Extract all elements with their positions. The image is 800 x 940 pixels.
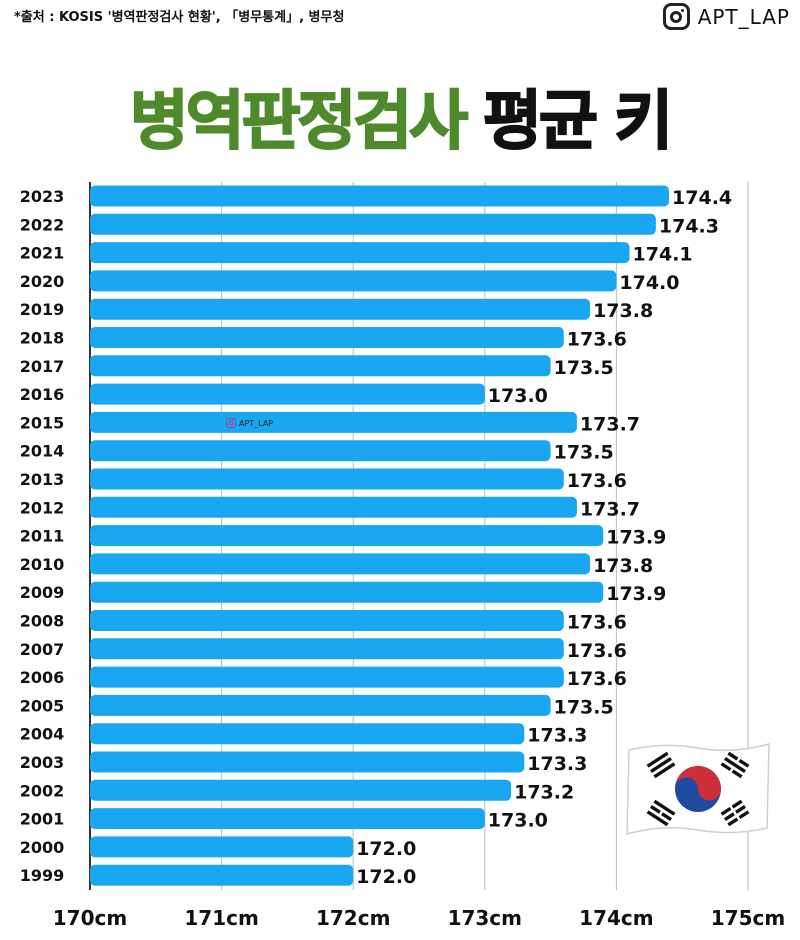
bar (90, 864, 354, 886)
year-label: 2001 (20, 810, 65, 829)
value-label: 173.5 (554, 696, 614, 718)
value-label: 173.5 (554, 442, 614, 464)
bar (90, 185, 670, 207)
year-label: 2012 (20, 498, 65, 517)
year-label: 2021 (20, 244, 65, 263)
year-label: 2016 (20, 385, 65, 404)
value-label: 173.7 (580, 413, 640, 435)
brand-name: APT_LAP (697, 4, 790, 29)
title-green-part: 병역판정검사 (129, 84, 469, 160)
bars (90, 185, 670, 886)
year-label: 1999 (20, 866, 65, 885)
year-label: 2004 (20, 725, 65, 744)
year-label: 2022 (20, 215, 65, 234)
year-label: 2010 (20, 555, 65, 574)
x-tick-label: 170cm (53, 906, 127, 930)
bar (90, 213, 656, 235)
bar (90, 468, 564, 490)
year-label: 2019 (20, 300, 65, 319)
bar (90, 440, 551, 462)
value-label: 173.3 (527, 753, 587, 775)
x-axis-ticks: 170cm 171cm 172cm 173cm 174cm 175cm (53, 906, 785, 930)
bar (90, 581, 604, 603)
x-tick-label: 175cm (711, 906, 785, 930)
x-tick-label: 174cm (579, 906, 653, 930)
bar (90, 808, 485, 830)
value-label: 174.0 (619, 272, 679, 294)
value-label: 173.2 (514, 781, 574, 803)
value-label: 173.7 (580, 498, 640, 520)
value-label: 173.6 (567, 640, 627, 662)
year-label: 2023 (20, 187, 65, 206)
value-label: 172.0 (356, 866, 416, 888)
year-label: 2015 (20, 413, 65, 432)
watermark: APT_LAP (226, 418, 273, 428)
value-label: 173.6 (567, 668, 627, 690)
value-label: 173.6 (567, 329, 627, 351)
year-label: 2002 (20, 781, 65, 800)
year-label: 2013 (20, 470, 65, 489)
bar (90, 694, 551, 716)
south-korea-flag-icon (626, 743, 770, 835)
chart-title: 병역판정검사 평균 키 (0, 70, 800, 162)
bar (90, 525, 604, 547)
value-label: 174.1 (633, 244, 693, 266)
year-label: 2009 (20, 583, 65, 602)
title-black-part: 평균 키 (482, 84, 674, 160)
bar (90, 496, 577, 518)
bar (90, 298, 591, 320)
bar (90, 638, 564, 660)
bar (90, 270, 617, 292)
instagram-icon (226, 418, 236, 428)
value-label: 174.3 (659, 215, 719, 237)
year-label: 2003 (20, 753, 65, 772)
year-label: 2020 (20, 272, 65, 291)
bar (90, 383, 485, 405)
bar (90, 327, 564, 348)
x-tick-label: 173cm (448, 906, 522, 930)
year-label: 2007 (20, 640, 65, 659)
watermark-text: APT_LAP (239, 418, 274, 428)
year-label: 2006 (20, 668, 65, 687)
value-label: 173.9 (606, 527, 666, 549)
value-label: 173.9 (606, 583, 666, 605)
year-label: 2011 (20, 527, 65, 546)
bar (90, 666, 564, 688)
bar (90, 610, 564, 631)
year-label: 2000 (20, 838, 65, 857)
year-label: 2008 (20, 612, 65, 631)
bar (90, 411, 577, 433)
value-label: 173.0 (488, 385, 548, 407)
bar (90, 751, 525, 773)
year-label: 2018 (20, 329, 65, 348)
value-label: 173.8 (593, 555, 653, 577)
source-note: *출처 : KOSIS '병역판정검사 현황', 「병무통계」, 병무청 (14, 10, 345, 25)
value-label: 172.0 (356, 838, 416, 860)
bar (90, 723, 525, 745)
value-label: 173.5 (554, 357, 614, 379)
value-label: 173.6 (567, 612, 627, 634)
value-label: 173.0 (488, 810, 548, 832)
labels: 2023 174.4 2022 174.3 2021 174.1 2020 174.0 2019… (20, 187, 732, 888)
year-label: 2005 (20, 696, 65, 715)
bar (90, 836, 354, 858)
value-label: 173.6 (567, 470, 627, 492)
bar (90, 355, 551, 377)
value-label: 174.4 (672, 187, 732, 209)
value-label: 173.8 (593, 300, 653, 322)
instagram-icon (662, 3, 690, 30)
value-label: 173.3 (527, 725, 587, 747)
bar (90, 779, 512, 801)
brand[interactable]: APT_LAP (662, 3, 790, 30)
x-tick-label: 171cm (184, 906, 258, 930)
year-label: 2017 (20, 357, 65, 376)
bar (90, 553, 591, 575)
x-tick-label: 172cm (316, 906, 390, 930)
bar (90, 242, 630, 264)
year-label: 2014 (20, 442, 65, 461)
